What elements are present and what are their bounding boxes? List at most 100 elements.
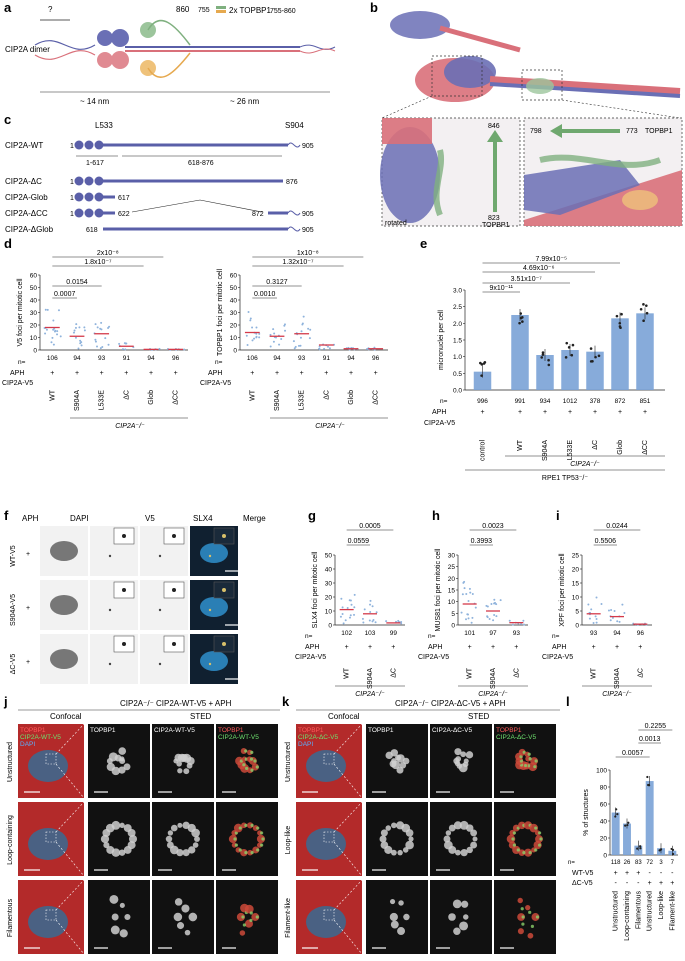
structure-top [390,11,450,39]
signal-blob [165,835,173,843]
data-point [647,783,650,787]
data-point [461,593,464,596]
panel-f-label: f [4,508,9,523]
n-value: 991 [515,398,526,405]
signal-blob [472,836,478,842]
zoom-line [55,763,85,799]
signal-blob-green [512,843,516,847]
x-tick-label: Glob [348,390,355,405]
n-row-label: n= [305,633,313,640]
data-point [587,603,590,606]
wt-sign: - [660,870,663,877]
data-point [362,621,365,624]
x-tick-label: Filamentous [635,891,642,930]
y-tick-label: 10 [572,595,580,602]
sted-image [366,802,428,876]
data-point [369,610,372,613]
data-point [50,341,53,344]
aph-plus: + [124,370,128,377]
focus-dot [208,662,212,666]
panel-d-label: d [4,236,12,251]
signal-blob [396,754,405,763]
signal-blob [119,756,125,762]
data-point [246,343,249,346]
bar [623,823,631,855]
data-point [372,618,375,621]
x-tick-label: S904A [614,668,621,689]
p-value: 0.0010 [254,291,276,298]
range1: 1-617 [86,160,104,167]
y-tick-label: 20 [325,595,333,602]
data-point [490,602,493,605]
signal-blob [188,912,198,922]
signal-blob [512,824,520,832]
data-point [353,613,356,616]
zoom-line [55,879,85,911]
signal-blob [390,849,397,856]
signal-blob-green [234,843,238,847]
col-v5: V5 [145,514,155,523]
signal-blob [166,841,174,849]
data-point [249,319,252,322]
inset-left-red [382,118,432,144]
signal-blob [460,848,468,857]
construct-mid2: 872 [252,211,264,218]
y-tick-label: 50 [30,285,38,292]
data-point [318,345,321,348]
data-point [158,347,161,350]
signal-blob [239,930,246,936]
data-point [627,821,630,824]
signal-blob-green [528,757,532,761]
signal-blob [177,922,185,930]
construct-start: 1 [70,179,74,186]
data-point [609,619,612,622]
focus-dot [122,642,126,646]
data-point [469,591,472,594]
focus-dot [122,534,126,538]
signal-blob [517,928,524,935]
n-row-label: n= [215,359,223,366]
roi-box [45,831,57,843]
n-value: 934 [540,398,551,405]
genotype-label: CIP2A⁻/⁻ [602,691,632,698]
x-tick-label: WT [344,667,351,679]
y-tick-label: 0.0 [453,388,462,395]
focus-dot [222,534,226,538]
dc-sign: + [670,880,674,887]
signal-blob [174,898,183,906]
data-point [369,603,372,606]
signal-blob-green [242,923,246,927]
inset-right-name: TOPBP1 [645,128,673,135]
p-value: 0.0023 [482,523,504,530]
signal-blob-green [249,911,253,915]
data-point [495,615,498,618]
y-tick-label: 25 [572,553,580,560]
signal-blob-green [250,750,254,755]
n-value: 72 [646,860,653,866]
data-point [519,316,523,320]
signal-blob [128,834,138,844]
data-point [368,619,371,622]
n-value: 96 [372,355,380,362]
data-point [595,618,598,621]
panel-j-label: j [3,694,8,709]
bar [473,371,492,390]
data-point [616,620,619,623]
data-point [78,326,81,329]
signal-blob-green [539,837,543,841]
y-tick-label: 100 [596,768,607,775]
signal-blob [118,747,127,755]
cip-row-label: CIP2A-V5 [424,420,455,427]
data-point [610,608,613,611]
signal-blob [385,825,392,831]
data-point [369,599,372,602]
signal-blob [233,823,243,833]
signal-blob-green [520,907,524,911]
focus-dot [158,608,162,612]
globule [74,192,84,202]
aph-plus: + [345,644,349,651]
row-label: S904A-V5 [10,594,17,626]
focus-dot [172,642,176,646]
data-point [301,322,304,325]
n-value: 93 [98,355,106,362]
